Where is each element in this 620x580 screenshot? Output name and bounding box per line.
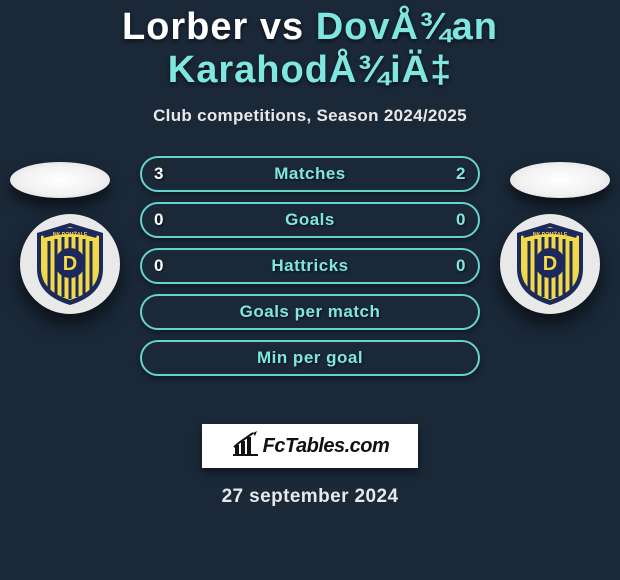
- stat-right-value: 0: [456, 256, 466, 276]
- crest-text: NK DOMŽALE: [53, 230, 88, 238]
- svg-text:D: D: [63, 253, 77, 275]
- pedestal-right: [510, 162, 610, 198]
- date-label: 27 september 2024: [0, 486, 620, 508]
- stat-rows: 3Matches20Goals00Hattricks0Goals per mat…: [140, 156, 480, 386]
- subtitle: Club competitions, Season 2024/2025: [0, 106, 620, 126]
- stat-right-value: 0: [456, 210, 466, 230]
- stat-row: 0Goals0: [140, 202, 480, 238]
- stat-row: Goals per match: [140, 294, 480, 330]
- stat-row: 3Matches2: [140, 156, 480, 192]
- crest-text: NK DOMŽALE: [533, 230, 568, 238]
- stat-right-value: 2: [456, 164, 466, 184]
- stat-row: Min per goal: [140, 340, 480, 376]
- attribution-box: FcTables.com: [202, 424, 418, 468]
- stat-row: 0Hattricks0: [140, 248, 480, 284]
- club-badge-left: D NK DOMŽALE: [20, 214, 120, 314]
- chart-icon: [231, 431, 259, 462]
- pedestal-left: [10, 162, 110, 198]
- stat-label: Goals: [142, 210, 478, 230]
- stat-label: Goals per match: [142, 302, 478, 322]
- club-badge-right: D NK DOMŽALE: [500, 214, 600, 314]
- crest-icon: D NK DOMŽALE: [33, 221, 107, 307]
- vs-label: vs: [260, 6, 304, 48]
- page-title: Lorber vs DovÅ¾an KarahodÅ¾iÄ‡: [0, 0, 620, 92]
- stat-label: Min per goal: [142, 348, 478, 368]
- stat-left-value: 3: [154, 164, 164, 184]
- player1-name: Lorber: [122, 6, 248, 48]
- stat-label: Matches: [142, 164, 478, 184]
- attribution-text: FcTables.com: [263, 435, 390, 458]
- stat-left-value: 0: [154, 210, 164, 230]
- stat-label: Hattricks: [142, 256, 478, 276]
- svg-text:D: D: [543, 253, 557, 275]
- stat-left-value: 0: [154, 256, 164, 276]
- comparison-stage: D NK DOMŽALE D: [0, 156, 620, 416]
- crest-icon: D NK DOMŽALE: [513, 221, 587, 307]
